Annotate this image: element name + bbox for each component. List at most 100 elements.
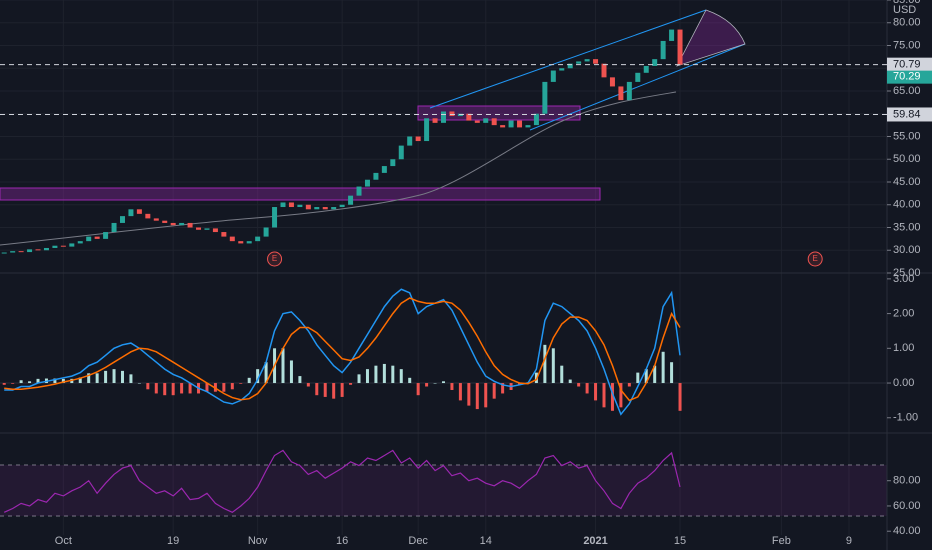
candle xyxy=(288,202,294,208)
candle xyxy=(390,159,396,167)
candle xyxy=(626,81,632,101)
unit-label: USD xyxy=(893,4,916,16)
candle xyxy=(677,29,683,65)
histogram-bar xyxy=(382,363,386,384)
candle xyxy=(348,195,354,205)
candle xyxy=(415,136,421,142)
y-tick-label: 40.00 xyxy=(893,525,921,537)
candle xyxy=(660,40,666,60)
y-tick-label: 75.00 xyxy=(893,39,921,51)
histogram-bar xyxy=(399,369,403,384)
histogram-bar xyxy=(104,370,108,384)
channel-line xyxy=(429,9,707,109)
candle xyxy=(187,222,193,228)
histogram-bar xyxy=(492,383,496,399)
y-tick-label: 55.00 xyxy=(893,130,921,142)
candle xyxy=(246,241,252,244)
candle xyxy=(593,59,599,64)
histogram-bar xyxy=(670,362,674,384)
candle xyxy=(331,207,337,210)
histogram-bar xyxy=(112,369,116,384)
candle xyxy=(424,118,430,142)
histogram-bar xyxy=(661,351,665,384)
histogram-bar xyxy=(61,378,65,384)
candle xyxy=(441,111,446,123)
histogram-bar xyxy=(171,383,175,396)
earnings-label: E xyxy=(813,254,818,263)
candle xyxy=(652,59,658,66)
candle xyxy=(508,120,514,128)
histogram-bar xyxy=(568,379,572,384)
histogram-bar xyxy=(602,383,606,408)
macd-line xyxy=(4,288,681,416)
candle xyxy=(466,113,472,121)
candle xyxy=(111,222,117,233)
y-tick-label: 2.00 xyxy=(893,307,914,319)
candle xyxy=(669,29,675,41)
candle xyxy=(162,220,168,223)
histogram-bar xyxy=(349,383,353,385)
candle xyxy=(432,118,438,123)
candle xyxy=(10,251,16,253)
y-tick-label: -1.00 xyxy=(893,412,918,424)
histogram-bar xyxy=(256,369,260,384)
candle xyxy=(550,70,556,82)
last-price-label: 70.29 xyxy=(893,71,921,83)
earnings-marker xyxy=(267,251,283,267)
histogram-bar xyxy=(627,383,631,387)
y-tick-label: 80.00 xyxy=(893,475,921,487)
candle xyxy=(474,120,480,123)
x-tick-label: 9 xyxy=(846,535,852,547)
histogram-bar xyxy=(425,383,429,387)
candle xyxy=(517,120,523,128)
histogram-bar xyxy=(484,383,488,408)
earnings-label: E xyxy=(272,254,277,263)
candle xyxy=(297,204,303,208)
histogram-bar xyxy=(36,378,40,384)
earnings-marker xyxy=(807,251,823,267)
candle xyxy=(170,222,176,226)
candle xyxy=(584,59,590,62)
candle xyxy=(491,118,497,126)
histogram-bar xyxy=(281,348,285,384)
histogram-bar xyxy=(315,383,319,396)
x-tick-label: Feb xyxy=(772,535,791,547)
candle xyxy=(356,186,362,196)
histogram-bar xyxy=(239,383,243,384)
last-price-box xyxy=(887,70,932,84)
candle xyxy=(407,136,413,146)
histogram-bar xyxy=(678,383,682,411)
histogram-bar xyxy=(129,374,133,384)
histogram-bar xyxy=(146,383,150,390)
candle xyxy=(373,172,379,180)
y-tick-label: 0.00 xyxy=(893,377,914,389)
candle xyxy=(398,145,404,160)
histogram-bar xyxy=(594,383,598,401)
candle xyxy=(52,245,58,248)
histogram-bar xyxy=(374,365,378,384)
histogram-bar xyxy=(264,362,268,384)
candle xyxy=(238,241,244,244)
candle xyxy=(643,65,649,73)
histogram-bar xyxy=(340,383,344,397)
candle xyxy=(60,245,66,247)
histogram-bar xyxy=(95,373,99,384)
x-tick-label: 15 xyxy=(674,535,686,547)
histogram-bar xyxy=(306,383,310,387)
y-tick-label: 60.00 xyxy=(893,500,921,512)
candle xyxy=(255,236,261,242)
candle xyxy=(119,216,125,223)
candle xyxy=(153,218,159,221)
histogram-bar xyxy=(518,383,522,385)
candle xyxy=(69,243,75,247)
y-tick-label: 50.00 xyxy=(893,153,921,165)
histogram-bar xyxy=(357,374,361,384)
candle xyxy=(179,222,185,226)
y-tick-label: 85.00 xyxy=(893,0,921,6)
histogram-bar xyxy=(619,383,623,408)
candle xyxy=(35,249,41,251)
candle xyxy=(103,232,109,239)
candle xyxy=(18,251,24,253)
